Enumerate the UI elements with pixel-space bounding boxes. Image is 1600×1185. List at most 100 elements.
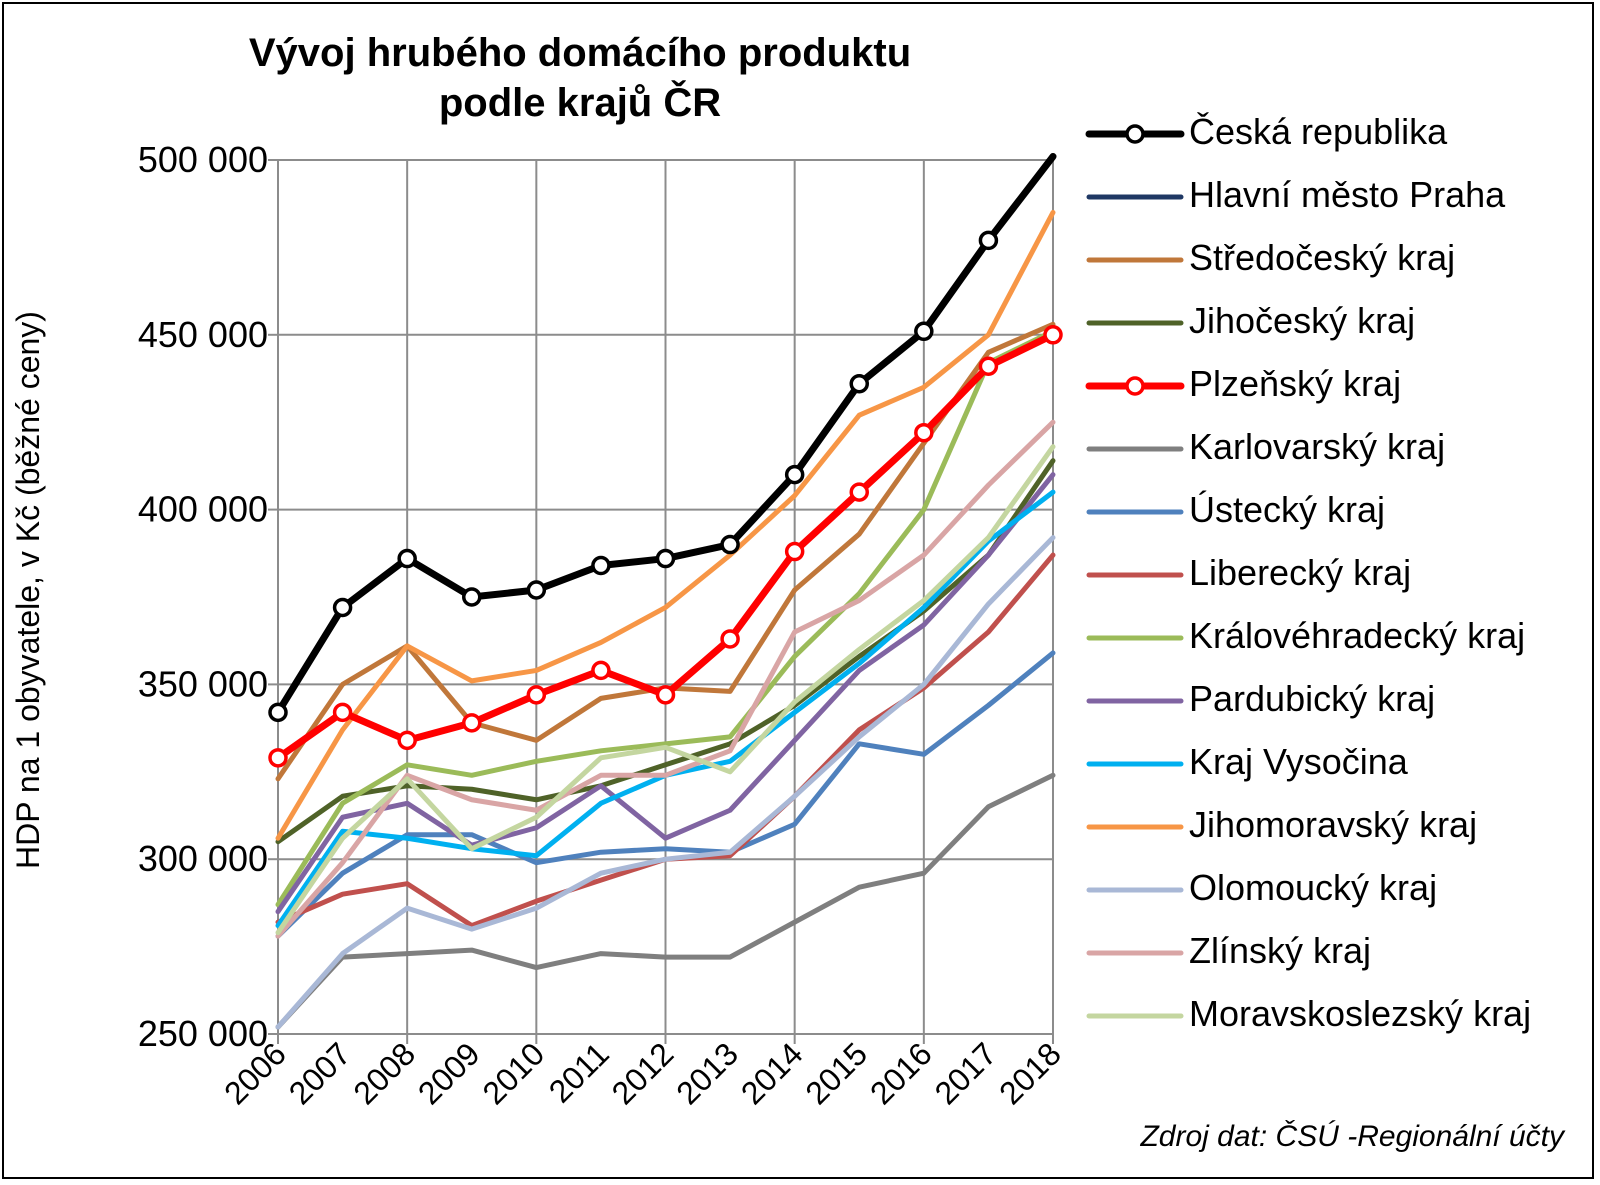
x-tick-label: 2008 [346, 1035, 422, 1111]
x-tick-label: 2014 [734, 1035, 810, 1111]
legend-item: Olomoucký kraj [1085, 868, 1585, 908]
series-marker [914, 422, 934, 443]
series-marker [462, 713, 482, 733]
series-line-jihomoravský-kraj [275, 209, 1056, 841]
legend-label: Liberecký kraj [1189, 552, 1412, 593]
x-tick-label: 2018 [992, 1035, 1068, 1111]
legend-item: Kraj Vysočina [1085, 742, 1585, 782]
series-marker [1043, 325, 1063, 345]
x-tick-labels: 2006200720082009201020112012201320142015… [217, 1035, 1068, 1111]
y-tick-label: 450 000 [138, 314, 268, 355]
chart-title-line-1: Vývoj hrubého domácího produktu [248, 31, 912, 75]
legend-label: Kraj Vysočina [1189, 741, 1408, 782]
series-marker [268, 702, 288, 723]
legend-item: Hlavní město Praha [1085, 175, 1585, 215]
legend-item: Pardubický kraj [1085, 679, 1585, 719]
series-marker [914, 321, 934, 342]
legend-item: Liberecký kraj [1085, 553, 1585, 593]
legend-label: Pardubický kraj [1189, 678, 1436, 719]
series-marker [332, 702, 353, 723]
legend-label: Královéhradecký kraj [1189, 615, 1526, 656]
series-marker [655, 685, 676, 705]
y-tick-label: 250 000 [138, 1013, 268, 1054]
series-line-jihočeský-kraj [275, 458, 1056, 845]
legend-label: Plzeňský kraj [1189, 363, 1402, 404]
series-marker [397, 548, 417, 569]
x-tick-label: 2010 [475, 1035, 551, 1111]
legend-label: Moravskoslezský kraj [1189, 993, 1532, 1034]
series-marker [591, 555, 611, 576]
legend-item: Jihomoravský kraj [1085, 805, 1585, 845]
legend-swatch [1085, 124, 1185, 144]
x-tick-label: 2013 [669, 1035, 745, 1111]
legend-label: Hlavní město Praha [1189, 174, 1506, 215]
legend-label: Olomoucký kraj [1189, 867, 1438, 908]
x-tick-label: 2007 [282, 1035, 358, 1111]
legend-item: Středočeský kraj [1085, 238, 1585, 278]
legend-item: Karlovarský kraj [1085, 427, 1585, 467]
legend-item: Česká republika [1085, 112, 1585, 152]
y-tick-label: 350 000 [138, 663, 268, 704]
legend-item: Plzeňský kraj [1085, 364, 1585, 404]
y-tick-label: 300 000 [138, 838, 268, 879]
legend-item: Zlínský kraj [1085, 931, 1585, 971]
series-marker [784, 464, 805, 485]
legend-swatch [1086, 824, 1184, 830]
legend-label: Středočeský kraj [1189, 237, 1456, 278]
series-markers [268, 230, 1063, 768]
series-line-královéhradecký-kraj [275, 328, 1056, 908]
x-tick-label: 2012 [605, 1035, 681, 1111]
y-tick-labels: 250 000 300 000 350 000 400 000 450 000 500 0… [138, 139, 268, 1054]
legend-swatch [1086, 194, 1184, 200]
axes [268, 159, 1054, 1044]
x-tick-label: 2009 [411, 1035, 487, 1111]
legend-item: Moravskoslezský kraj [1085, 994, 1585, 1034]
legend-swatch [1086, 887, 1184, 893]
legend-swatch [1086, 446, 1184, 452]
x-tick-label: 2017 [928, 1035, 1004, 1111]
legend-label: Jihočeský kraj [1189, 300, 1416, 341]
series-marker [784, 541, 805, 562]
series-line-karlovarský-kraj [275, 772, 1056, 1030]
series-marker [397, 730, 417, 751]
series-marker [720, 534, 740, 555]
legend-swatch [1086, 635, 1184, 641]
chart-title: Vývoj hrubého domácího produktu podle kr… [160, 28, 1000, 128]
series-line-ústecký-kraj [275, 650, 1056, 939]
series-marker [849, 482, 869, 502]
legend-swatch [1086, 320, 1184, 326]
legend-label: Zlínský kraj [1189, 930, 1372, 971]
series-line-pardubický-kraj [275, 472, 1056, 915]
legend-swatch [1086, 257, 1184, 263]
y-tick-label: 400 000 [138, 489, 268, 530]
legend-swatch [1086, 509, 1184, 515]
series-marker [526, 685, 547, 705]
legend-item: Královéhradecký kraj [1085, 616, 1585, 656]
x-tick-label: 2011 [542, 1035, 616, 1109]
series-line-zlínský-kraj [275, 419, 1056, 939]
series-line-moravskoslezský-kraj [275, 444, 1056, 936]
series-marker [591, 660, 611, 681]
series-marker [655, 548, 676, 569]
series-marker [978, 230, 999, 251]
legend-swatch [1086, 698, 1184, 704]
y-tick-label: 500 000 [138, 139, 268, 180]
legend-swatch [1086, 572, 1184, 578]
legend-swatch [1086, 761, 1184, 767]
legend-label: Jihomoravský kraj [1189, 804, 1478, 845]
legend-item: Ústecký kraj [1085, 490, 1585, 530]
legend-swatch [1086, 950, 1184, 956]
series-marker [462, 587, 482, 607]
series-marker [978, 356, 999, 377]
series-line-olomoucký-kraj [275, 535, 1056, 1030]
series-marker [526, 580, 547, 600]
legend-swatch [1086, 1013, 1184, 1019]
legend-label: Karlovarský kraj [1189, 426, 1446, 467]
series-marker [268, 748, 288, 768]
chart-title-line-2: podle krajů ČR [438, 81, 722, 125]
source-note: Zdroj dat: ČSÚ -Regionální účty [1140, 1120, 1564, 1153]
legend-item: Jihočeský kraj [1085, 301, 1585, 341]
x-tick-label: 2015 [798, 1035, 874, 1111]
